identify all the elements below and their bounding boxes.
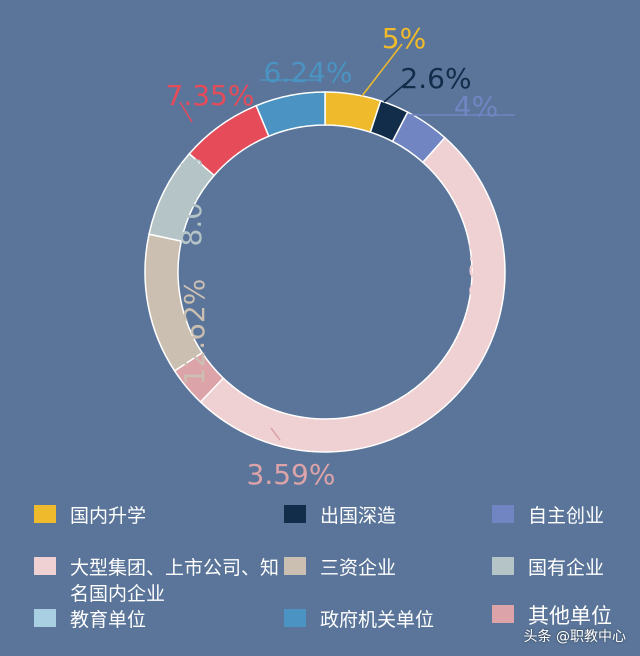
legend-item: 三资企业	[284, 555, 396, 581]
legend-swatch	[492, 557, 514, 575]
legend-item: 大型集团、上市公司、知名国内企业	[34, 555, 284, 607]
legend-item: 其他单位	[492, 603, 612, 629]
donut-slice	[199, 136, 506, 453]
slice-labels: 5% 2.6%4% 50.56% 3.59% 12.62% 8.04% 7.35% 6.24%	[166, 22, 515, 490]
legend-swatch	[284, 609, 306, 627]
legend-swatch	[284, 505, 306, 523]
legend-label: 国内升学	[70, 505, 147, 527]
legend-swatch	[492, 505, 514, 523]
legend-label: 三资企业	[320, 557, 397, 579]
legend-swatch	[34, 557, 56, 575]
slice-label: 12.62%	[178, 279, 211, 386]
donut-slice	[255, 91, 326, 138]
legend-swatch	[284, 557, 306, 575]
legend-label: 教育单位	[70, 609, 147, 631]
slice-label: 6.24%	[264, 56, 353, 89]
legend-item: 国内升学	[34, 503, 146, 529]
slice-label: 7.35%	[166, 79, 255, 112]
legend-item: 政府机关单位	[284, 607, 434, 633]
leader-line	[361, 43, 403, 97]
chart-legend: 国内升学 出国深造 自主创业 大型集团、上市公司、知名国内企业 三资企业 国有企…	[0, 495, 640, 645]
slice-label: 50.56%	[463, 219, 496, 326]
watermark: 头条 @职教中心	[523, 629, 626, 645]
legend-label: 大型集团、上市公司、知名国内企业	[70, 557, 280, 605]
legend-item: 国有企业	[492, 555, 604, 581]
slice-label: 8.04%	[175, 158, 208, 247]
legend-item: 出国深造	[284, 503, 396, 529]
legend-item: 自主创业	[492, 503, 604, 529]
legend-label: 出国深造	[320, 505, 397, 527]
slice-label: 3.59%	[247, 458, 336, 490]
slice-label: 4%	[454, 90, 498, 123]
slice-label: 2.6%	[400, 62, 471, 95]
legend-label: 政府机关单位	[320, 609, 435, 631]
legend-swatch	[34, 505, 56, 523]
legend-label: 其他单位	[528, 604, 612, 628]
leader-line	[383, 83, 406, 103]
leader-line	[270, 427, 281, 441]
donut-chart: 5% 2.6%4% 50.56% 3.59% 12.62% 8.04% 7.35% 6.24%	[144, 22, 515, 490]
legend-swatch	[492, 605, 514, 623]
slice-label: 5%	[382, 22, 426, 55]
legend-label: 国有企业	[528, 557, 605, 579]
legend-swatch	[34, 609, 56, 627]
legend-item: 教育单位	[34, 607, 146, 633]
legend-label: 自主创业	[528, 505, 605, 527]
donut-slices	[144, 91, 506, 453]
leader-line	[179, 101, 193, 123]
